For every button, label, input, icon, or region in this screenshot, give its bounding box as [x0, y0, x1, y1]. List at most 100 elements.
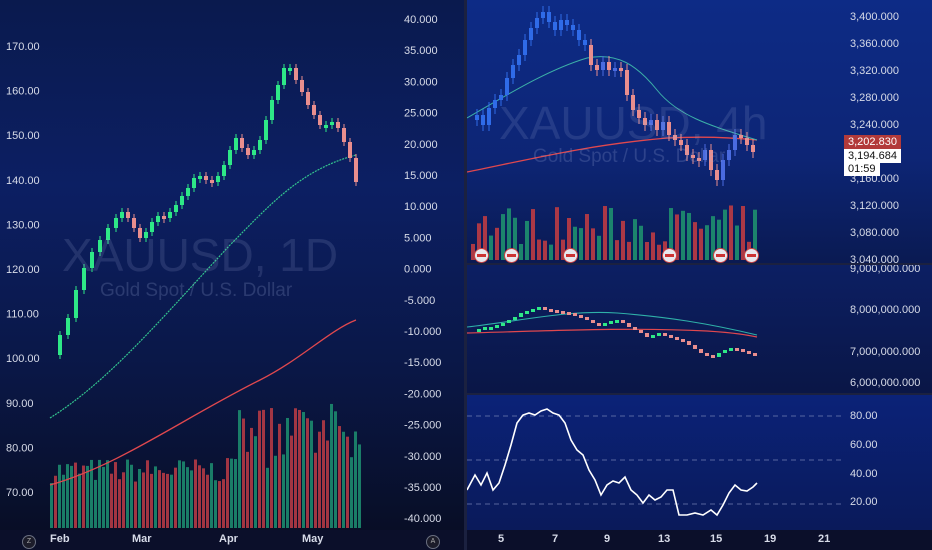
candle-body: [715, 170, 719, 180]
oscillator-line: [467, 408, 758, 517]
us-event-flag-icon[interactable]: [744, 248, 759, 263]
pane-divider-vertical[interactable]: [464, 0, 467, 550]
volume-bar: [270, 408, 273, 528]
indicator-bar: [723, 350, 727, 353]
volume-bar: [50, 482, 53, 528]
volume-bar: [322, 420, 325, 528]
candle-body: [58, 335, 62, 355]
indicator-bar: [597, 323, 601, 326]
time-axis-label: 13: [658, 533, 671, 545]
price-axis-label: 110.00: [6, 309, 39, 321]
oscillator-axis-label: 10.000: [404, 201, 438, 213]
us-event-flag-icon[interactable]: [713, 248, 728, 263]
price-axis-label: 130.00: [6, 219, 40, 231]
oscillator-pane[interactable]: 80.00 60.00 40.00 20.00: [467, 395, 932, 530]
time-axis-label: 5: [498, 533, 505, 545]
indicator-bar: [705, 353, 709, 356]
volume-bar: [118, 479, 121, 528]
candle-body: [324, 125, 328, 128]
volume-bar: [154, 466, 157, 528]
candle-body: [637, 110, 641, 118]
intraday-time-axis[interactable]: [467, 530, 932, 550]
us-event-flag-icon[interactable]: [563, 248, 578, 263]
chart-watermark-name: Gold Spot / U.S. Dollar: [533, 146, 726, 167]
candle-body: [156, 216, 160, 222]
daily-time-axis[interactable]: [0, 530, 464, 550]
volume-bar: [186, 467, 189, 528]
chart-watermark-name: Gold Spot / U.S. Dollar: [100, 280, 293, 301]
candle-body: [625, 70, 629, 95]
volume-bar: [591, 228, 595, 260]
volume-bar: [573, 226, 577, 260]
candle-body: [613, 68, 617, 71]
volume-bar: [561, 239, 565, 260]
volume-bar: [314, 452, 317, 528]
volume-bar: [110, 473, 113, 528]
us-event-flag-icon[interactable]: [662, 248, 677, 263]
candle-body: [342, 128, 346, 142]
volume-bar: [651, 232, 655, 260]
candle-body: [82, 268, 86, 290]
indicator-bar: [525, 311, 529, 314]
volume-bar: [741, 205, 745, 260]
time-axis-label: 19: [764, 533, 777, 545]
candle-body: [168, 212, 172, 218]
indicator-pane-volume-ma[interactable]: 9,000,000.000 8,000,000.000 7,000,000.000 6…: [467, 265, 932, 393]
price-axis-label: 120.00: [6, 264, 40, 276]
candle-body: [258, 140, 262, 150]
volume-bar: [146, 460, 149, 528]
candle-body: [106, 228, 110, 240]
timezone-icon[interactable]: Z: [22, 535, 36, 549]
volume-bar: [258, 410, 261, 528]
volume-bar: [78, 473, 81, 528]
volume-bar: [585, 214, 589, 260]
candle-body: [270, 100, 274, 120]
indicator-bar: [501, 323, 505, 326]
indicator-bar: [495, 325, 499, 328]
candle-body: [192, 178, 196, 188]
volume-bar: [346, 436, 349, 528]
indicator-bar: [669, 335, 673, 338]
volume-bar: [94, 479, 97, 528]
oscillator-axis-label: -10.000: [404, 326, 441, 338]
candle-body: [294, 68, 298, 80]
pane-divider-horizontal[interactable]: [467, 393, 932, 395]
price-axis-label: 160.00: [6, 86, 40, 98]
volume-bar: [342, 431, 345, 528]
pane-divider-horizontal[interactable]: [467, 263, 932, 265]
volume-bar: [330, 403, 333, 528]
oscillator-canvas[interactable]: 80.00 60.00 40.00 20.00: [467, 395, 932, 530]
indicator-bar: [579, 315, 583, 318]
daily-chart-canvas[interactable]: 170.00 160.00 150.00 140.00 130.00 120.00 110.…: [0, 0, 464, 530]
candle-body: [595, 65, 599, 70]
volume-bar: [645, 241, 649, 260]
intraday-chart-pane[interactable]: 3,400.000 3,360.000 3,320.000 3,280.000 3,24…: [467, 0, 932, 263]
candle-body: [697, 158, 701, 161]
candle-body: [529, 28, 533, 40]
candle-body: [619, 68, 623, 71]
daily-chart-pane[interactable]: 170.00 160.00 150.00 140.00 130.00 120.00 110.…: [0, 0, 464, 530]
volume-bar: [358, 444, 361, 528]
volume-bar: [318, 431, 321, 528]
volume-bar: [501, 214, 505, 260]
moving-average-line: [49, 319, 357, 486]
volume-bar: [717, 219, 721, 260]
intraday-chart-canvas[interactable]: 3,400.000 3,360.000 3,320.000 3,280.000 3,24…: [467, 0, 932, 263]
price-axis-label: 150.00: [6, 130, 40, 142]
candle-body: [667, 122, 671, 135]
candle-body: [144, 232, 148, 238]
volume-bar: [350, 457, 353, 528]
candle-body: [288, 68, 292, 71]
indicator-bar: [657, 333, 661, 336]
indicator-canvas[interactable]: 9,000,000.000 8,000,000.000 7,000,000.000 6…: [467, 265, 932, 393]
bar-countdown-tag: 01:59: [844, 162, 880, 176]
moving-average-line: [49, 154, 357, 419]
indicator-bar: [675, 337, 679, 340]
volume-bar: [238, 410, 241, 528]
price-axis-label: 80.00: [6, 442, 34, 454]
us-event-flag-icon[interactable]: [474, 248, 489, 263]
us-event-flag-icon[interactable]: [504, 248, 519, 263]
indicator-bar: [555, 310, 559, 313]
auto-scale-icon[interactable]: A: [426, 535, 440, 549]
indicator-bar: [729, 348, 733, 351]
